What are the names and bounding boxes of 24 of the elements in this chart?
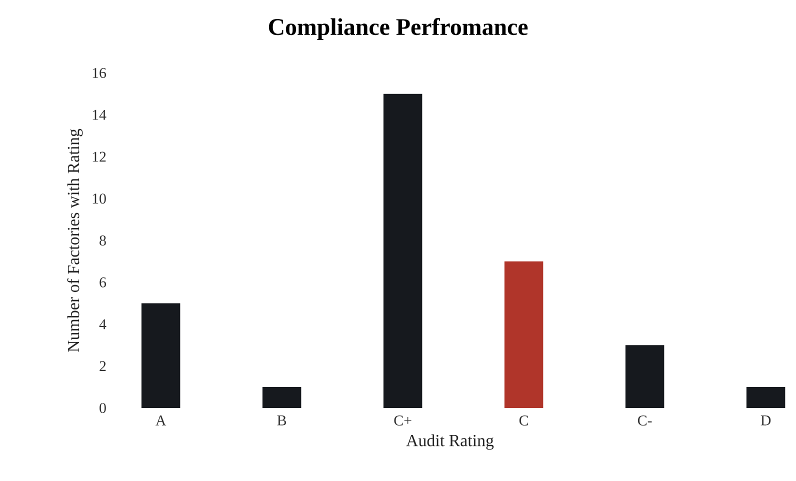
- y-tick-label: 10: [92, 194, 106, 204]
- y-tick-label: 2: [100, 361, 106, 372]
- bar: [746, 387, 786, 408]
- x-tick-label: B: [277, 416, 286, 426]
- y-tick-label: 12: [92, 152, 106, 162]
- bar: [383, 94, 422, 408]
- y-tick-label: 14: [92, 110, 106, 120]
- y-tick-label: 4: [99, 319, 106, 330]
- y-axis-title: Number of Factories with Rating: [67, 128, 83, 352]
- y-tick-label: 16: [92, 68, 106, 78]
- x-tick-label: C-: [638, 416, 652, 426]
- chart-title: Compliance Perfromance: [268, 18, 528, 40]
- y-tick-label: 8: [100, 235, 106, 246]
- x-tick-label: C: [519, 416, 528, 426]
- x-tick-label: A: [156, 416, 166, 426]
- x-axis-title: Audit Rating: [406, 434, 494, 450]
- x-tick-label: D: [760, 416, 771, 426]
- y-tick-label: 0: [100, 402, 106, 414]
- bar: [504, 261, 544, 408]
- bar: [625, 345, 664, 408]
- bar: [141, 303, 180, 408]
- y-tick-label: 6: [100, 277, 106, 288]
- x-tick-label: C+: [394, 416, 412, 426]
- bar: [262, 387, 302, 408]
